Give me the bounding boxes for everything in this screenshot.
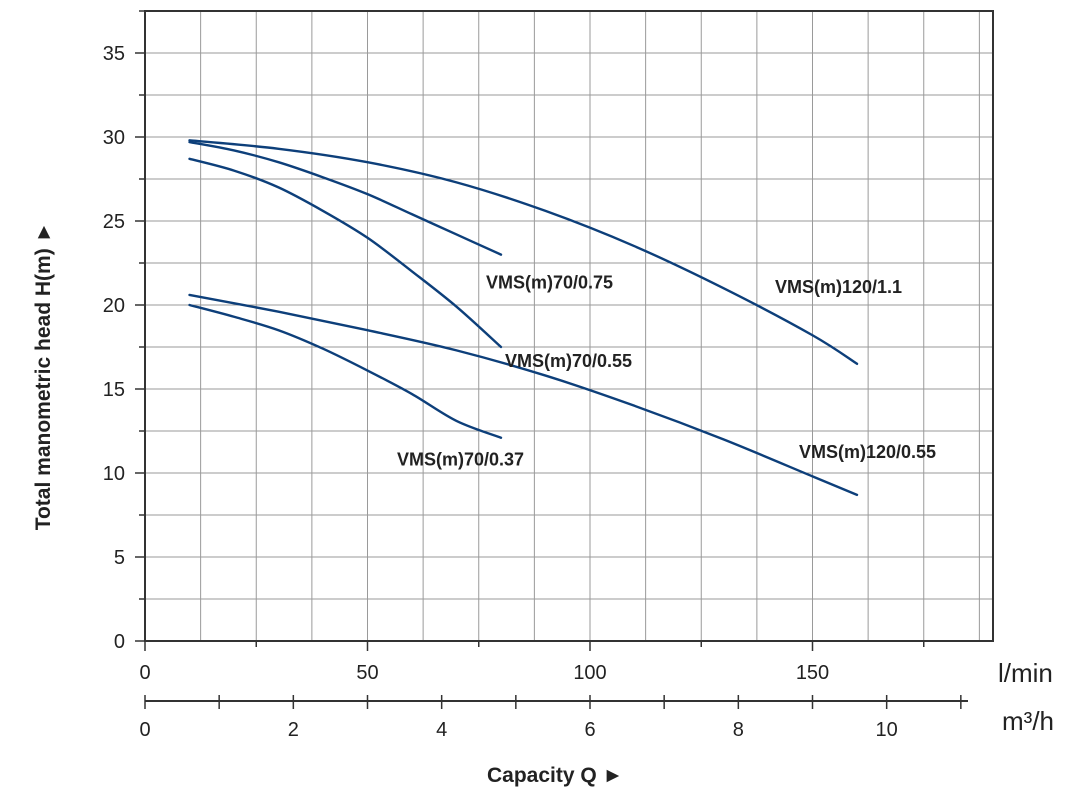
series-label-vms-m-70-0-55: VMS(m)70/0.55 [505,351,632,371]
y-tick-label: 25 [103,211,125,233]
x-axis-title: Capacity Q ► [487,764,623,787]
curve-vms-m-70-0-75 [188,140,503,256]
x-tick-label: 0 [139,662,150,684]
axes: 0 50 100 150 0 5 10 15 20 25 30 35 0 2 4 6 8 10 [103,10,968,741]
y-tick-label: 5 [114,547,125,569]
x2-tick-label: 0 [139,719,150,741]
x2-tick-label: 8 [733,719,744,741]
y-tick-label: 10 [103,463,125,485]
grid [145,10,993,641]
curve-vms-m-70-0-37 [188,303,503,439]
x-unit-lmin: l/min [998,658,1053,688]
x-tick-label: 50 [356,662,378,684]
x2-tick-label: 10 [876,719,898,741]
curve-vms-m-120-0-55 [188,293,859,497]
y-axis-title: Total manometric head H(m) ► [32,222,55,531]
y-tick-label: 20 [103,295,125,317]
series-label-vms-m-120-1-1: VMS(m)120/1.1 [775,277,902,297]
series-label-vms-m-70-0-75: VMS(m)70/0.75 [486,273,613,293]
series-labels: VMS(m)70/0.75 VMS(m)70/0.55 VMS(m)120/1.1 V… [397,273,936,470]
x2-tick-label: 2 [288,719,299,741]
x2-tick-label: 4 [436,719,447,741]
x-unit-m3h: m³/h [1002,706,1054,736]
x2-tick-label: 6 [584,719,595,741]
x-tick-label: 100 [573,662,606,684]
y-tick-label: 15 [103,379,125,401]
curve-vms-m-70-0-55 [188,157,503,349]
y-tick-label: 35 [103,43,125,65]
series-label-vms-m-120-0-55: VMS(m)120/0.55 [799,442,936,462]
series-label-vms-m-70-0-37: VMS(m)70/0.37 [397,450,524,470]
plot-frame [144,10,994,642]
y-tick-label: 30 [103,127,125,149]
y-tick-label: 0 [114,631,125,653]
curve-vms-m-120-1-1 [188,139,859,365]
x-tick-label: 150 [796,662,829,684]
curves [188,139,859,497]
